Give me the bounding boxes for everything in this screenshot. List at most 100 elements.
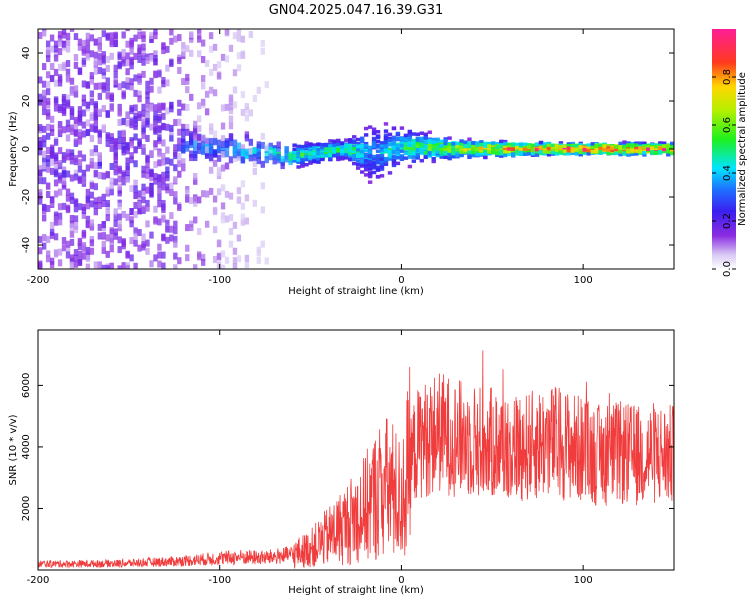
heatmap-cell bbox=[224, 55, 230, 63]
heatmap-cell bbox=[69, 174, 75, 182]
heatmap-cell bbox=[447, 143, 452, 147]
heatmap-cell bbox=[133, 211, 138, 219]
heatmap-cell bbox=[165, 225, 170, 233]
heatmap-cell bbox=[443, 141, 448, 145]
heatmap-cell bbox=[105, 186, 110, 194]
heatmap-cell bbox=[471, 144, 476, 149]
heatmap-cell bbox=[300, 164, 305, 168]
heatmap-cell bbox=[391, 163, 397, 168]
heatmap-cell bbox=[113, 228, 118, 236]
heatmap-cell bbox=[193, 125, 198, 133]
heatmap-cell bbox=[125, 29, 130, 32]
heatmap-cell bbox=[260, 182, 265, 190]
heatmap-cell bbox=[252, 153, 258, 161]
heatmap-cell bbox=[395, 147, 401, 151]
heatmap-cell bbox=[93, 145, 99, 153]
heatmap-cell bbox=[65, 38, 71, 46]
heatmap-cell bbox=[352, 140, 357, 145]
heatmap-cell bbox=[141, 70, 146, 78]
heatmap-cell bbox=[113, 40, 118, 48]
heatmap-cell bbox=[391, 160, 397, 165]
heatmap-cell bbox=[483, 151, 488, 156]
heatmap-cell bbox=[73, 205, 79, 213]
heatmap-cell bbox=[117, 202, 122, 210]
heatmap-cell bbox=[45, 71, 51, 79]
heatmap-cell bbox=[407, 133, 413, 137]
colorbar-gradient bbox=[712, 29, 736, 269]
heatmap-cell bbox=[141, 114, 146, 122]
heatmap-cell bbox=[105, 250, 110, 258]
heatmap-cell bbox=[200, 134, 206, 142]
heatmap-cell bbox=[220, 104, 226, 112]
heatmap-cell bbox=[352, 135, 357, 139]
heatmap-cell bbox=[236, 187, 242, 195]
heatmap-cell bbox=[85, 129, 91, 137]
heatmap-cell bbox=[93, 148, 99, 156]
heatmap-cell bbox=[236, 52, 242, 60]
heatmap-cell bbox=[391, 126, 397, 130]
heatmap-cell bbox=[479, 146, 484, 151]
heatmap-cell bbox=[61, 182, 67, 190]
heatmap-cell bbox=[153, 205, 158, 213]
heatmap-cell bbox=[630, 152, 635, 156]
heatmap-cell bbox=[336, 152, 341, 157]
heatmap-cell bbox=[189, 138, 194, 146]
heatmap-cell bbox=[93, 82, 99, 90]
heatmap-cell bbox=[304, 141, 309, 145]
heatmap-cell bbox=[507, 142, 512, 147]
heatmap-cell bbox=[610, 146, 615, 151]
heatmap-cell bbox=[81, 80, 87, 88]
heatmap-cell bbox=[169, 29, 174, 36]
heatmap-cell bbox=[109, 144, 114, 152]
heatmap-cell bbox=[328, 144, 333, 148]
heatmap-cell bbox=[359, 147, 365, 152]
heatmap-cell bbox=[53, 96, 59, 104]
heatmap-cell bbox=[113, 220, 118, 228]
heatmap-cell bbox=[77, 243, 83, 251]
heatmap-cell bbox=[189, 220, 194, 228]
heatmap-cell bbox=[38, 165, 43, 173]
heatmap-cell bbox=[220, 264, 226, 269]
heatmap-cell bbox=[260, 141, 265, 149]
heatmap-cell bbox=[65, 60, 71, 68]
heatmap-cell bbox=[145, 80, 150, 88]
heatmap-cell bbox=[467, 137, 472, 141]
heatmap-cell bbox=[45, 165, 51, 173]
heatmap-cell bbox=[336, 157, 341, 162]
heatmap-cell bbox=[546, 144, 552, 148]
heatmap-cell bbox=[300, 150, 305, 155]
heatmap-cell bbox=[638, 141, 643, 145]
heatmap-cell bbox=[328, 146, 333, 150]
heatmap-cell bbox=[499, 145, 504, 149]
heatmap-cell bbox=[471, 153, 476, 158]
heatmap-cell bbox=[220, 122, 226, 130]
heatmap-cell bbox=[41, 177, 47, 185]
heatmap-cell bbox=[403, 151, 409, 156]
heatmap-cell bbox=[101, 221, 106, 229]
heatmap-cell bbox=[566, 148, 572, 153]
heatmap-cell bbox=[73, 260, 79, 268]
heatmap-cell bbox=[240, 50, 246, 58]
heatmap-cell bbox=[399, 143, 405, 148]
heatmap-cell bbox=[566, 151, 572, 156]
heatmap-cell bbox=[137, 138, 142, 146]
heatmap-cell bbox=[431, 144, 436, 149]
heatmap-cell bbox=[228, 133, 234, 141]
heatmap-cell bbox=[340, 156, 345, 160]
heatmap-cell bbox=[69, 29, 75, 32]
heatmap-cell bbox=[185, 86, 190, 94]
heatmap-cell bbox=[145, 239, 150, 247]
heatmap-cell bbox=[125, 142, 130, 150]
heatmap-cell bbox=[73, 61, 79, 69]
heatmap-cell bbox=[177, 137, 182, 145]
heatmap-cell bbox=[141, 53, 146, 61]
heatmap-cell bbox=[129, 83, 134, 91]
heatmap-cell bbox=[73, 116, 79, 124]
heatmap-cell bbox=[53, 233, 59, 241]
heatmap-cell bbox=[73, 215, 79, 223]
heatmap-cell bbox=[133, 89, 138, 97]
heatmap-cell bbox=[371, 161, 377, 165]
heatmap-cell bbox=[145, 134, 150, 142]
heatmap-cell bbox=[41, 242, 47, 250]
heatmap-cell bbox=[105, 55, 110, 63]
